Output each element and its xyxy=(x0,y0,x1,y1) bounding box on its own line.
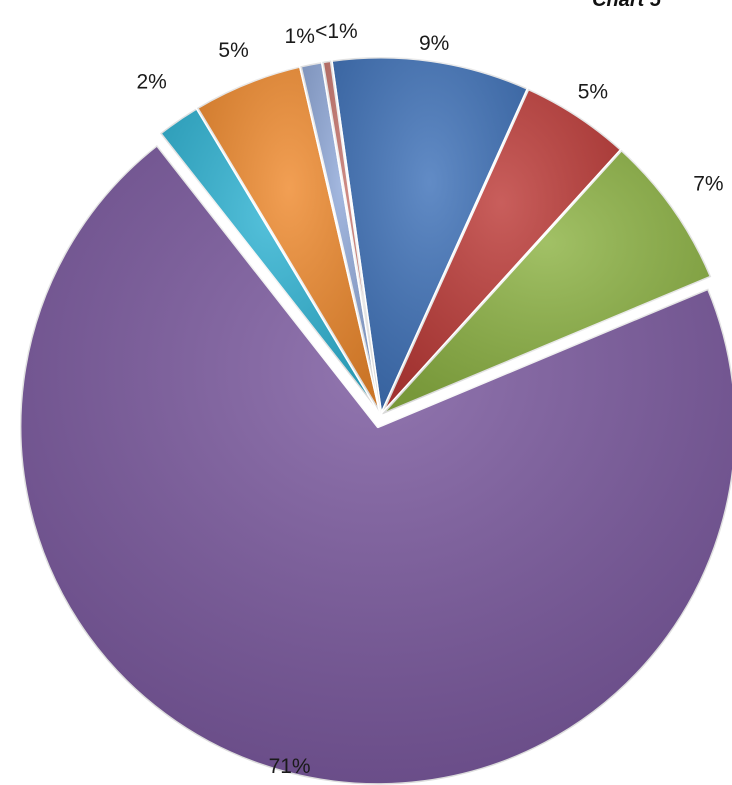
slice-data-label: 5% xyxy=(218,39,248,62)
slice-data-label: 9% xyxy=(419,32,449,55)
slice-data-label: 1% xyxy=(285,25,315,48)
slice-data-label: 5% xyxy=(578,81,608,104)
slice-data-label: <1% xyxy=(315,20,358,43)
pie-labels: 9% 5% 7% 71% 2% 5% 1% <1% xyxy=(136,20,723,778)
pie-slices xyxy=(18,55,732,785)
chart-title: Chart 5 xyxy=(592,0,662,11)
slice-data-label: 71% xyxy=(269,755,311,778)
slice-data-label: 2% xyxy=(136,71,166,94)
slice-data-label: 7% xyxy=(693,173,723,196)
